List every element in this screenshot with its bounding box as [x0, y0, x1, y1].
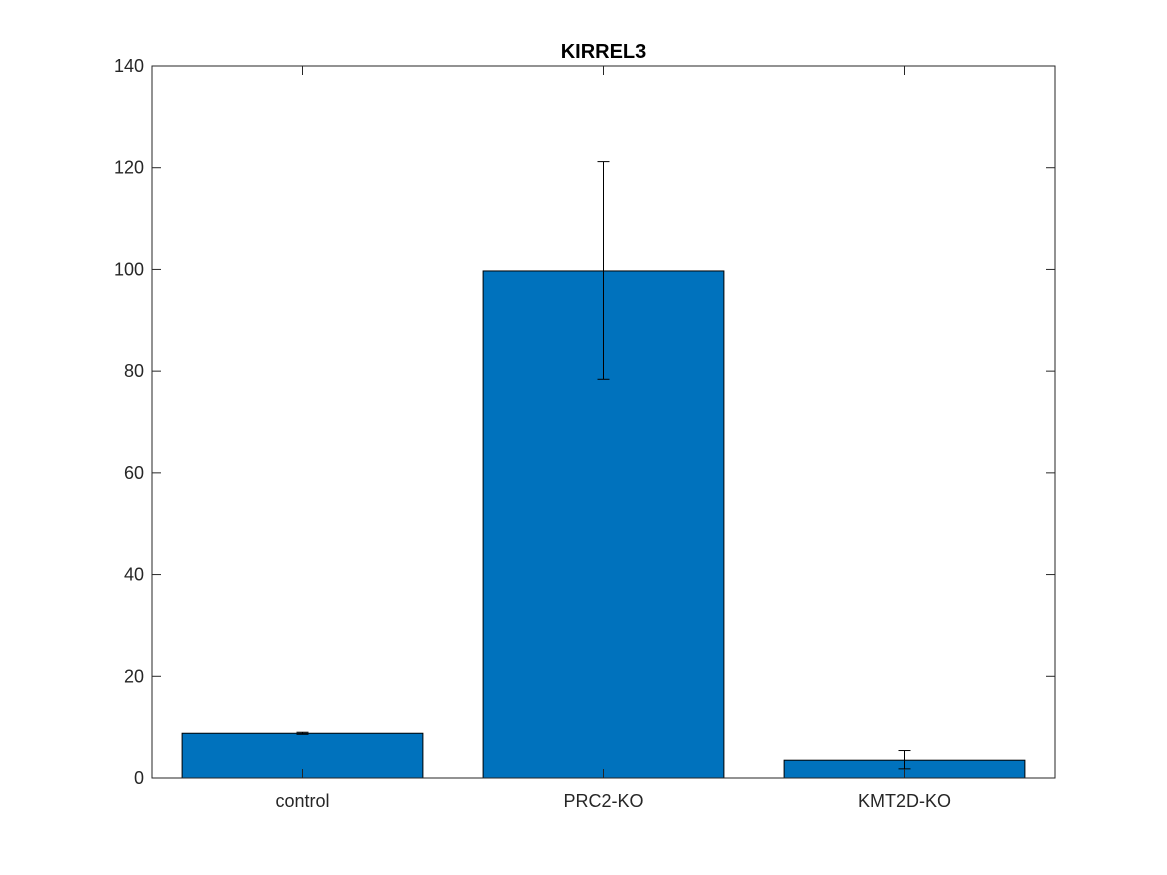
x-tick-label: KMT2D-KO	[858, 791, 951, 811]
y-tick-label: 100	[114, 259, 144, 279]
y-tick-label: 60	[124, 463, 144, 483]
x-axis-ticks: control PRC2-KO KMT2D-KO	[275, 66, 951, 811]
y-tick-label: 0	[134, 768, 144, 788]
y-tick-label: 120	[114, 158, 144, 178]
y-tick-label: 40	[124, 565, 144, 585]
x-tick-label: PRC2-KO	[563, 791, 643, 811]
y-axis-ticks: 0 20 40 60 80 100 120 140	[114, 56, 1055, 788]
y-tick-label: 80	[124, 361, 144, 381]
y-tick-label: 20	[124, 666, 144, 686]
error-bar-group	[296, 161, 911, 770]
plot-frame	[151, 65, 1056, 779]
chart-title: KIRREL3	[561, 41, 647, 63]
x-tick-label: control	[275, 791, 329, 811]
y-tick-label: 140	[114, 56, 144, 76]
